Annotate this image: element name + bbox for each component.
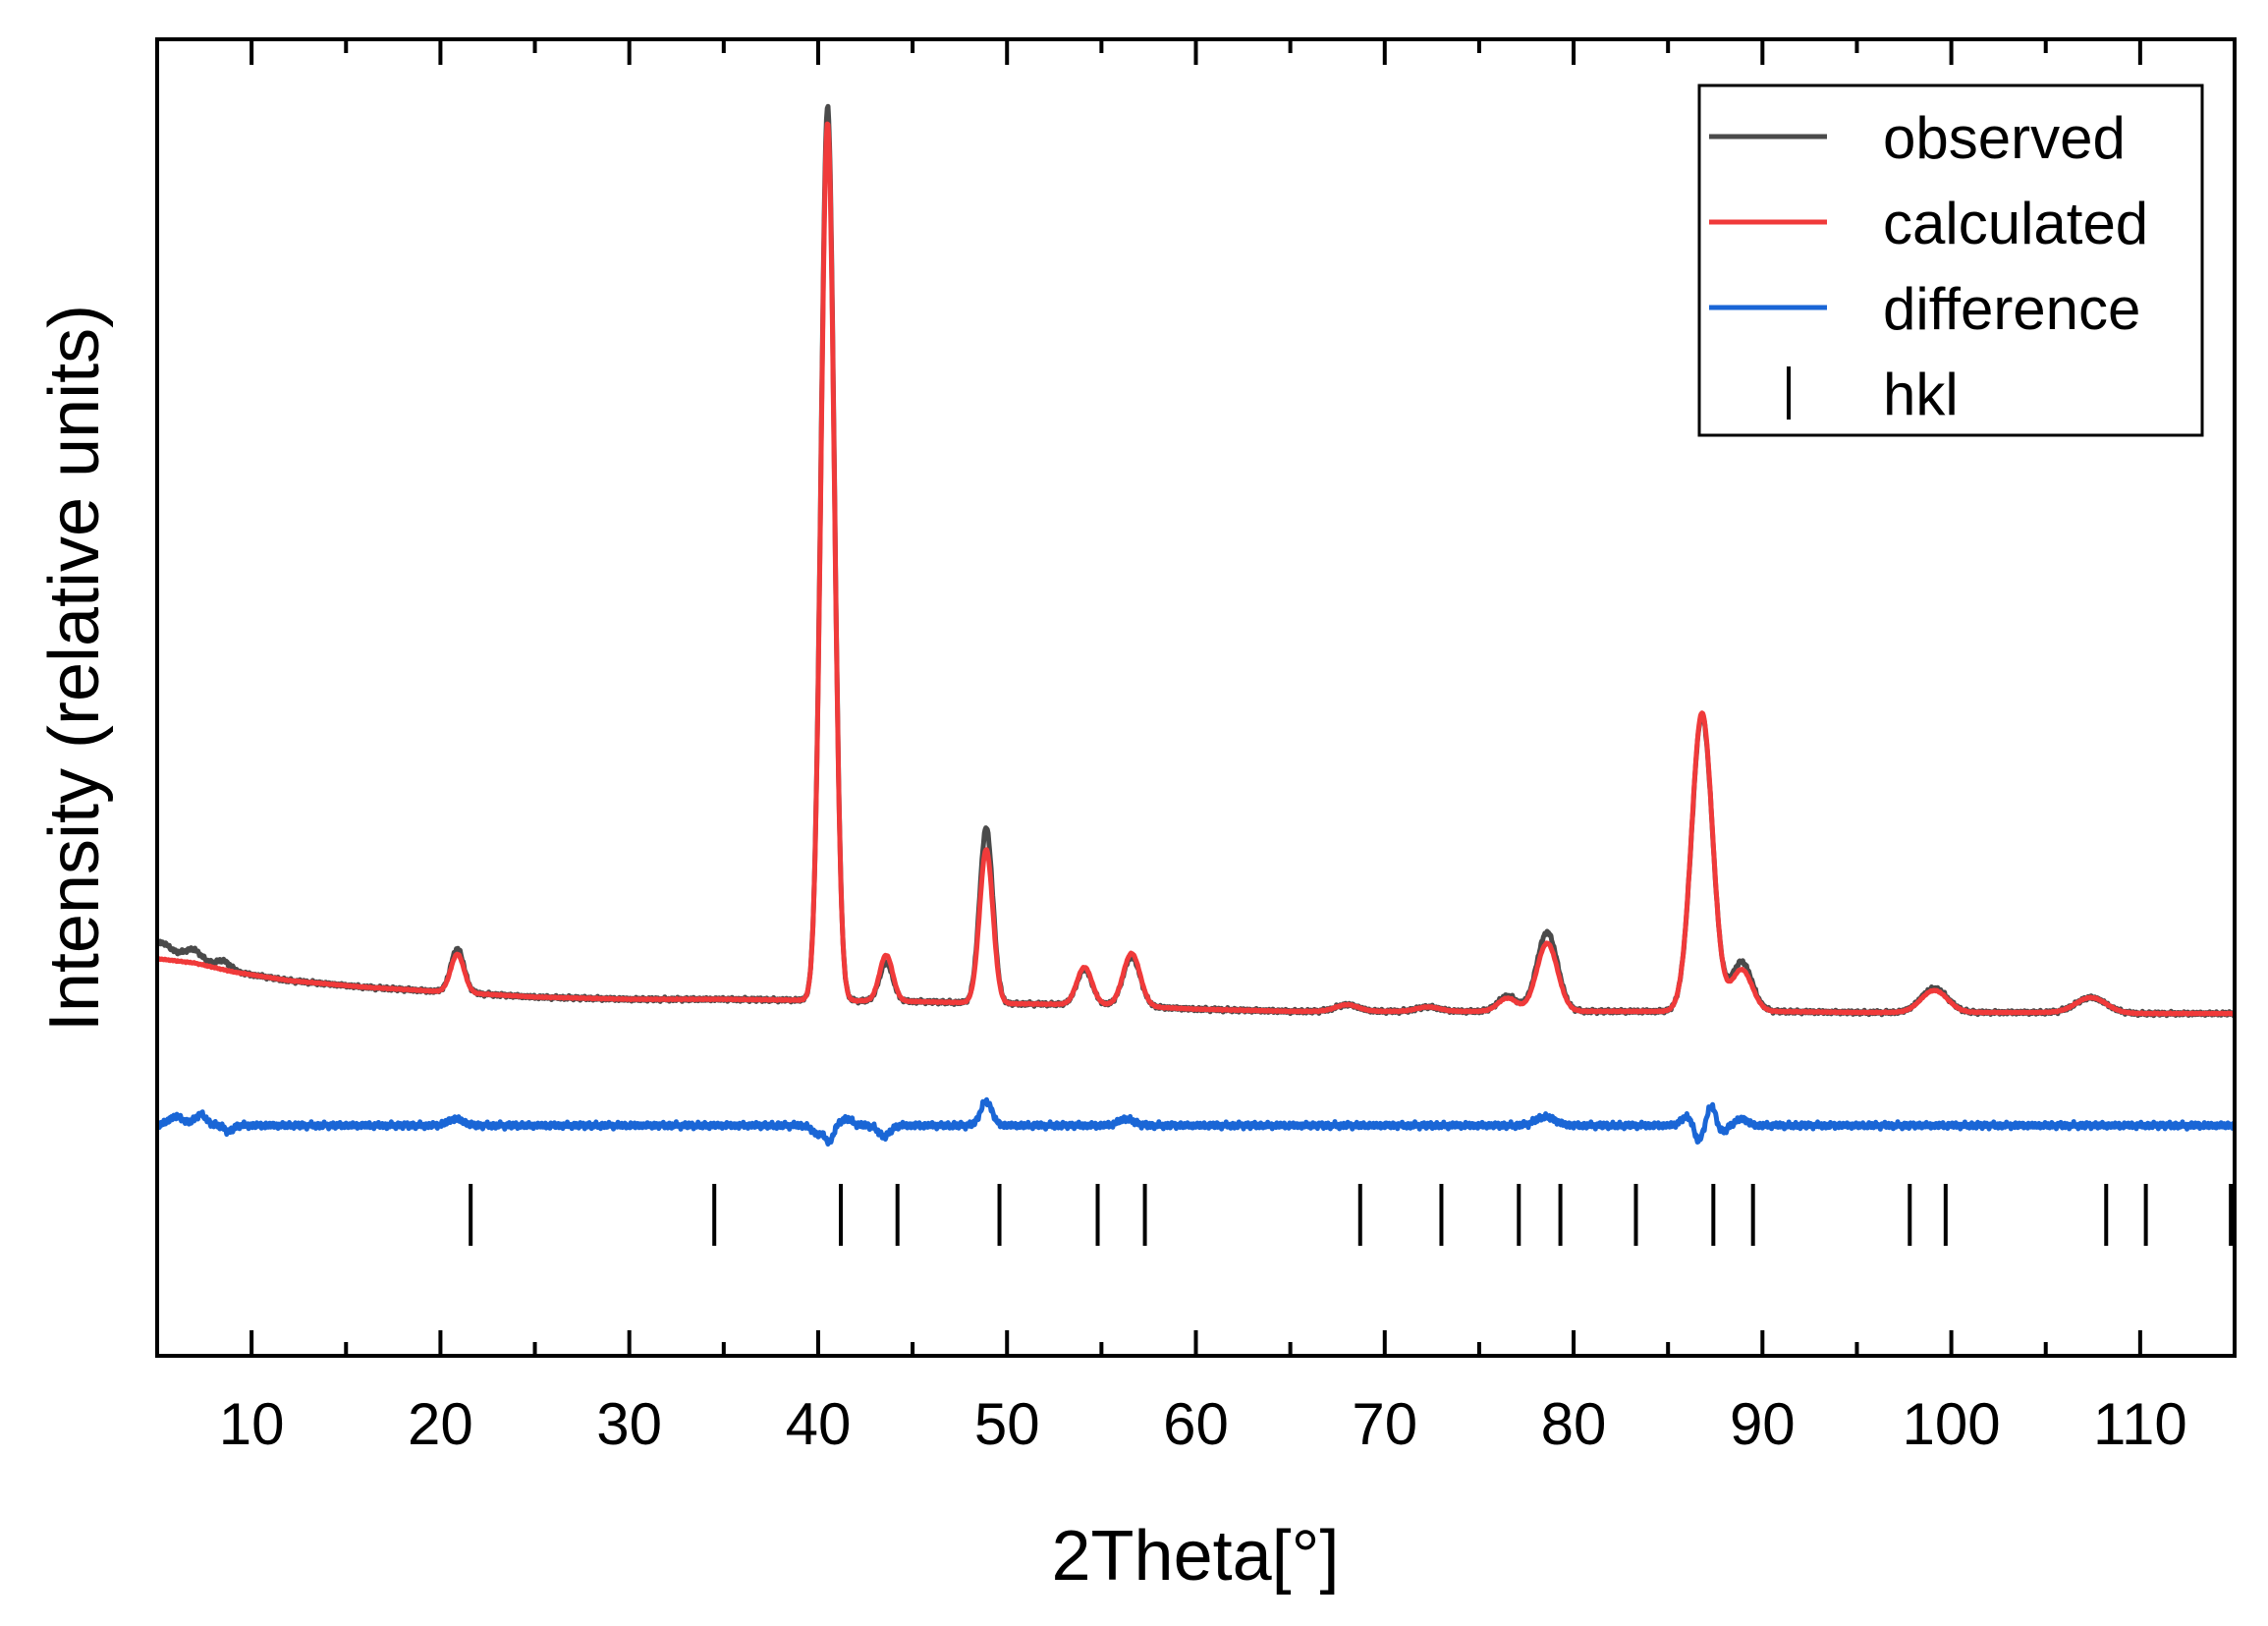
x-tick-label: 90: [1730, 1391, 1796, 1457]
legend-label-calculated: calculated: [1883, 191, 2148, 256]
legend-label-difference: difference: [1883, 276, 2140, 342]
legend-label-hkl: hkl: [1883, 362, 1959, 427]
x-tick-label: 20: [408, 1391, 473, 1457]
x-axis-ticks: [155, 39, 2237, 1356]
x-tick-label: 100: [1903, 1391, 2001, 1457]
series-line-calculated: [157, 121, 2235, 1017]
legend: observed calculated difference hkl: [1697, 84, 2204, 437]
x-tick-label: 30: [596, 1391, 662, 1457]
x-tick-label: 40: [786, 1391, 852, 1457]
y-axis-title: Intensity (relative units): [35, 305, 114, 1032]
x-tick-label: 70: [1352, 1391, 1417, 1457]
x-tick-label: 110: [2093, 1391, 2187, 1457]
x-tick-label: 50: [974, 1391, 1040, 1457]
x-tick-label: 10: [219, 1391, 285, 1457]
hkl-marks: [469, 1184, 2234, 1246]
legend-label-observed: observed: [1883, 105, 2126, 171]
series-line-difference: [157, 1096, 2235, 1147]
x-axis-title: 2Theta[°]: [1052, 1517, 1340, 1596]
x-tick-label: 80: [1541, 1391, 1607, 1457]
x-axis-tick-labels: 10 20 30 40 50 60 70 80 90 100 110: [219, 1391, 2187, 1457]
x-tick-label: 60: [1163, 1391, 1229, 1457]
series-layer: [157, 103, 2235, 1147]
legend-box: [1697, 84, 2204, 437]
